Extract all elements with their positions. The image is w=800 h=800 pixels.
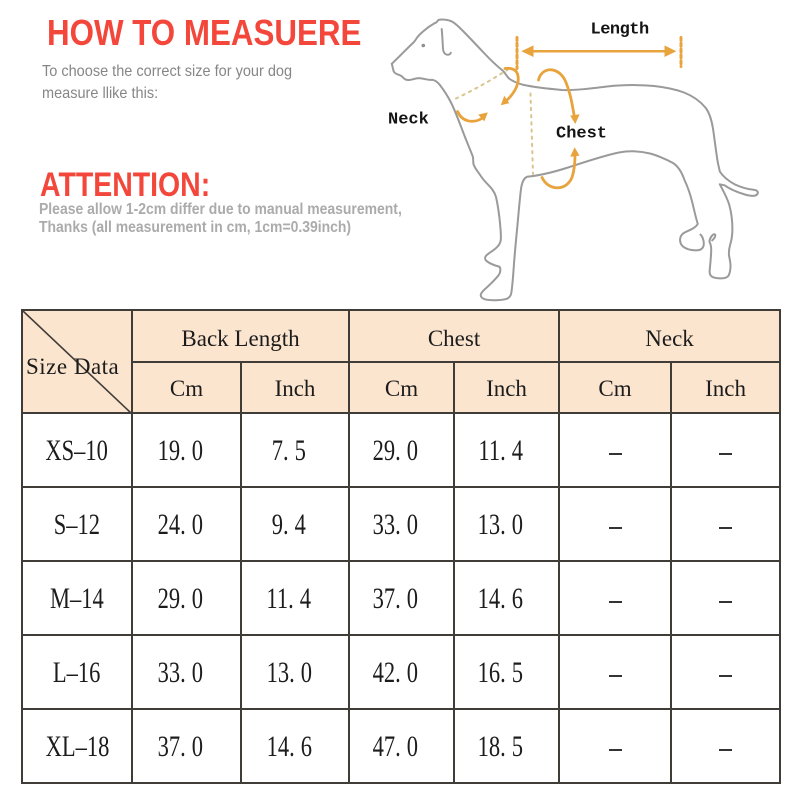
svg-text:Chest: Chest — [556, 125, 607, 144]
svg-text:Neck: Neck — [388, 111, 429, 130]
svg-text:Length: Length — [591, 21, 650, 40]
